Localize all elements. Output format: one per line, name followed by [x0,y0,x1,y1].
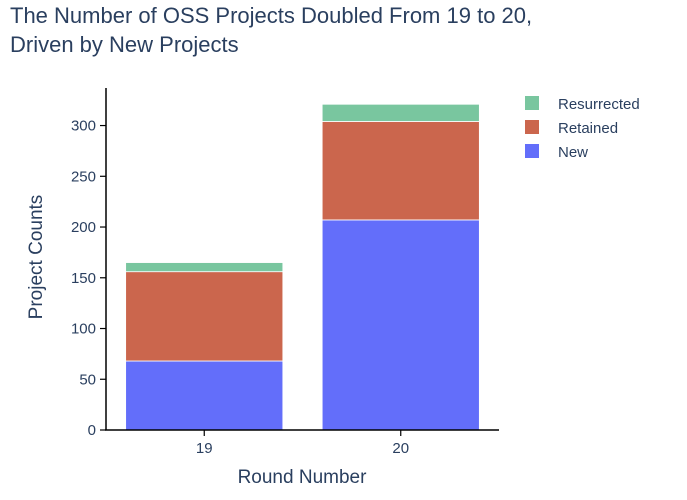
bar-resurrected-20 [321,103,480,122]
y-axis-ticks: 0 50 100 150 200 250 300 [71,118,106,439]
legend-label-retained[interactable]: Retained [558,120,618,137]
chart-title-line-2: Driven by New Projects [10,32,239,57]
bar-retained-19 [125,271,284,362]
y-tick-label: 250 [71,168,96,185]
y-tick-label: 100 [71,321,96,338]
bar-new-19 [125,360,284,431]
y-tick-label: 50 [79,371,96,388]
x-tick-label: 19 [196,440,213,457]
y-tick-label: 200 [71,219,96,236]
bar-new-20 [321,219,480,431]
legend-label-new[interactable]: New [558,144,588,161]
x-tick-label: 20 [392,440,409,457]
y-tick-label: 0 [88,422,96,439]
x-axis-label: Round Number [238,467,368,488]
legend: Resurrected Retained New [525,96,640,161]
legend-label-resurrected[interactable]: Resurrected [558,96,640,113]
bar-resurrected-19 [125,262,284,273]
y-tick-label: 150 [71,270,96,287]
plot-area [125,103,480,431]
bar-retained-20 [321,121,480,221]
legend-swatch-new[interactable] [525,144,539,158]
legend-swatch-resurrected[interactable] [525,96,539,110]
y-axis-label: Project Counts [26,195,47,320]
x-axis-ticks: 19 20 [196,430,409,457]
chart-title-line-1: The Number of OSS Projects Doubled From … [10,3,532,28]
legend-swatch-retained[interactable] [525,120,539,134]
y-tick-label: 300 [71,118,96,135]
